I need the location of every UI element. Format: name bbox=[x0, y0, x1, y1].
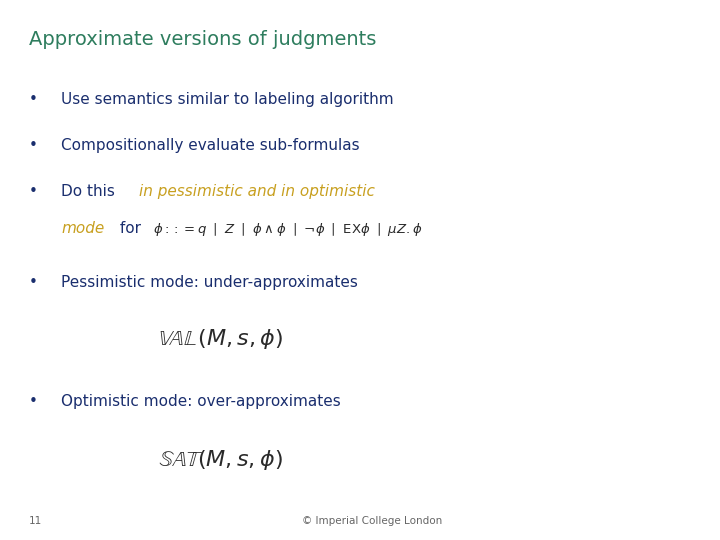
Text: 11: 11 bbox=[29, 516, 42, 526]
Text: •: • bbox=[29, 394, 37, 409]
Text: Approximate versions of judgments: Approximate versions of judgments bbox=[29, 30, 376, 49]
Text: •: • bbox=[29, 138, 37, 153]
Text: Do this: Do this bbox=[61, 184, 120, 199]
Text: © Imperial College London: © Imperial College London bbox=[302, 516, 443, 526]
Text: for: for bbox=[115, 221, 146, 237]
Text: Use semantics similar to labeling algorithm: Use semantics similar to labeling algori… bbox=[61, 92, 394, 107]
Text: Optimistic mode: over-approximates: Optimistic mode: over-approximates bbox=[61, 394, 341, 409]
Text: •: • bbox=[29, 184, 37, 199]
Text: Compositionally evaluate sub-formulas: Compositionally evaluate sub-formulas bbox=[61, 138, 360, 153]
Text: $\phi ::= q \;\mid\; Z \;\mid\; \phi \wedge \phi \;\mid\; \neg\phi \;\mid\; \mat: $\phi ::= q \;\mid\; Z \;\mid\; \phi \we… bbox=[153, 221, 422, 238]
Text: $\mathbb{VAL}(M, s, \phi)$: $\mathbb{VAL}(M, s, \phi)$ bbox=[158, 327, 284, 350]
Text: •: • bbox=[29, 92, 37, 107]
Text: in pessimistic and in optimistic: in pessimistic and in optimistic bbox=[139, 184, 375, 199]
Text: Pessimistic mode: under-approximates: Pessimistic mode: under-approximates bbox=[61, 275, 358, 291]
Text: •: • bbox=[29, 275, 37, 291]
Text: mode: mode bbox=[61, 221, 104, 237]
Text: $\mathbb{SAT}(M, s, \phi)$: $\mathbb{SAT}(M, s, \phi)$ bbox=[158, 448, 283, 472]
